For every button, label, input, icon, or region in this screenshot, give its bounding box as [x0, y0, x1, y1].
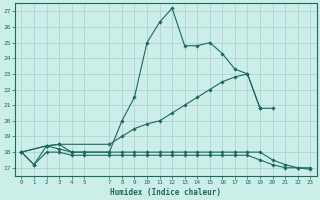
X-axis label: Humidex (Indice chaleur): Humidex (Indice chaleur)	[110, 188, 221, 197]
